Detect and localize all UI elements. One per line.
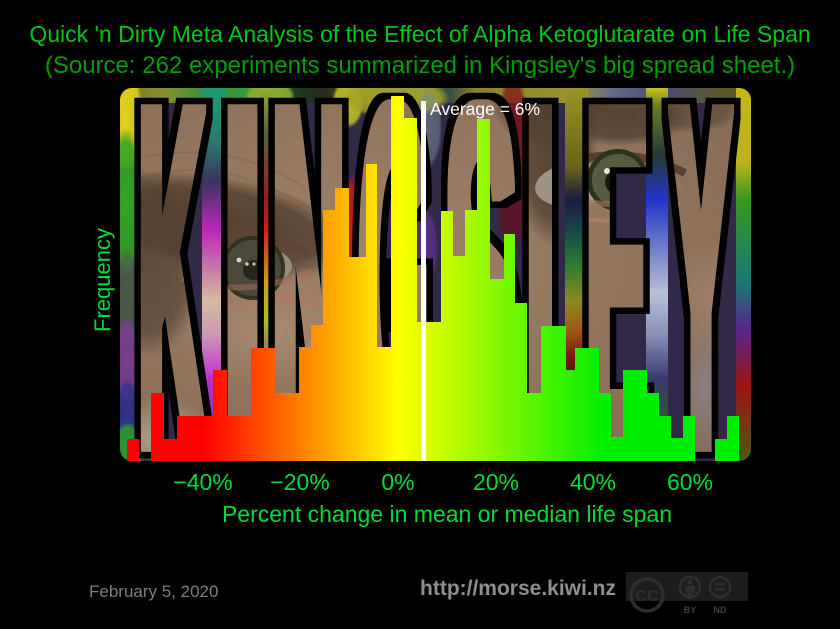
svg-text:ND: ND — [714, 605, 727, 615]
svg-text:BY: BY — [684, 605, 697, 615]
svg-text:CC: CC — [635, 588, 659, 605]
svg-text:Average = 6%: Average = 6% — [430, 99, 540, 119]
